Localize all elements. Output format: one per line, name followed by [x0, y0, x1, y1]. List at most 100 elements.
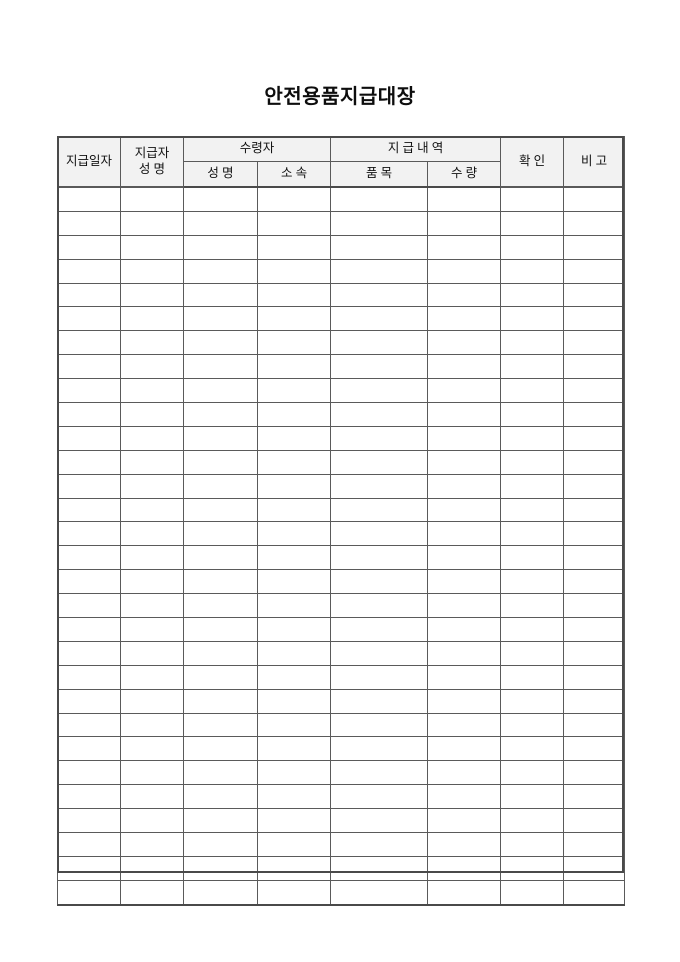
- cell-item[interactable]: [330, 497, 429, 523]
- cell-issuer-name[interactable]: [120, 736, 184, 762]
- cell-issue-date[interactable]: [57, 234, 121, 260]
- cell-remarks[interactable]: [563, 258, 626, 284]
- cell-item[interactable]: [330, 282, 429, 308]
- cell-confirmation[interactable]: [500, 330, 565, 356]
- cell-receiver-affiliation[interactable]: [256, 425, 332, 451]
- cell-issue-date[interactable]: [57, 879, 121, 906]
- cell-receiver-name[interactable]: [183, 306, 258, 332]
- cell-issue-date[interactable]: [57, 688, 121, 714]
- cell-remarks[interactable]: [563, 186, 626, 212]
- cell-receiver-name[interactable]: [183, 449, 258, 475]
- cell-item[interactable]: [330, 712, 429, 738]
- cell-quantity[interactable]: [427, 664, 502, 690]
- cell-quantity[interactable]: [427, 282, 502, 308]
- cell-item[interactable]: [330, 617, 429, 642]
- cell-remarks[interactable]: [563, 736, 626, 762]
- cell-quantity[interactable]: [427, 234, 502, 260]
- cell-confirmation[interactable]: [500, 497, 565, 523]
- cell-confirmation[interactable]: [500, 879, 565, 906]
- cell-issuer-name[interactable]: [120, 832, 184, 857]
- cell-receiver-affiliation[interactable]: [256, 664, 332, 690]
- cell-confirmation[interactable]: [500, 855, 565, 881]
- cell-confirmation[interactable]: [500, 234, 565, 260]
- cell-remarks[interactable]: [563, 449, 626, 475]
- cell-item[interactable]: [330, 879, 429, 906]
- cell-quantity[interactable]: [427, 736, 502, 762]
- cell-receiver-affiliation[interactable]: [256, 784, 332, 810]
- cell-issue-date[interactable]: [57, 473, 121, 499]
- cell-issuer-name[interactable]: [120, 640, 184, 666]
- cell-quantity[interactable]: [427, 593, 502, 619]
- cell-issue-date[interactable]: [57, 569, 121, 595]
- cell-remarks[interactable]: [563, 760, 626, 786]
- cell-receiver-name[interactable]: [183, 808, 258, 834]
- cell-issue-date[interactable]: [57, 210, 121, 236]
- cell-remarks[interactable]: [563, 282, 626, 308]
- cell-item[interactable]: [330, 569, 429, 595]
- cell-issuer-name[interactable]: [120, 186, 184, 212]
- cell-item[interactable]: [330, 593, 429, 619]
- cell-issuer-name[interactable]: [120, 330, 184, 356]
- cell-receiver-name[interactable]: [183, 282, 258, 308]
- cell-quantity[interactable]: [427, 449, 502, 475]
- cell-receiver-name[interactable]: [183, 186, 258, 212]
- cell-issuer-name[interactable]: [120, 617, 184, 642]
- cell-issuer-name[interactable]: [120, 879, 184, 906]
- cell-receiver-affiliation[interactable]: [256, 617, 332, 642]
- cell-remarks[interactable]: [563, 832, 626, 857]
- cell-receiver-name[interactable]: [183, 879, 258, 906]
- cell-quantity[interactable]: [427, 521, 502, 547]
- cell-issuer-name[interactable]: [120, 234, 184, 260]
- cell-receiver-name[interactable]: [183, 473, 258, 499]
- cell-issue-date[interactable]: [57, 593, 121, 619]
- cell-confirmation[interactable]: [500, 736, 565, 762]
- cell-issuer-name[interactable]: [120, 569, 184, 595]
- cell-issuer-name[interactable]: [120, 402, 184, 427]
- cell-receiver-affiliation[interactable]: [256, 593, 332, 619]
- cell-item[interactable]: [330, 784, 429, 810]
- cell-receiver-name[interactable]: [183, 712, 258, 738]
- cell-quantity[interactable]: [427, 688, 502, 714]
- cell-receiver-affiliation[interactable]: [256, 569, 332, 595]
- cell-issue-date[interactable]: [57, 617, 121, 642]
- cell-confirmation[interactable]: [500, 593, 565, 619]
- cell-issuer-name[interactable]: [120, 497, 184, 523]
- cell-receiver-name[interactable]: [183, 784, 258, 810]
- cell-quantity[interactable]: [427, 760, 502, 786]
- cell-quantity[interactable]: [427, 832, 502, 857]
- cell-remarks[interactable]: [563, 378, 626, 404]
- cell-item[interactable]: [330, 402, 429, 427]
- cell-confirmation[interactable]: [500, 210, 565, 236]
- cell-receiver-name[interactable]: [183, 832, 258, 857]
- cell-remarks[interactable]: [563, 425, 626, 451]
- cell-item[interactable]: [330, 449, 429, 475]
- cell-confirmation[interactable]: [500, 617, 565, 642]
- cell-issue-date[interactable]: [57, 664, 121, 690]
- cell-issue-date[interactable]: [57, 736, 121, 762]
- cell-receiver-name[interactable]: [183, 593, 258, 619]
- cell-receiver-affiliation[interactable]: [256, 808, 332, 834]
- cell-remarks[interactable]: [563, 210, 626, 236]
- cell-issuer-name[interactable]: [120, 688, 184, 714]
- cell-remarks[interactable]: [563, 593, 626, 619]
- cell-issue-date[interactable]: [57, 354, 121, 380]
- cell-issuer-name[interactable]: [120, 855, 184, 881]
- cell-quantity[interactable]: [427, 354, 502, 380]
- cell-confirmation[interactable]: [500, 808, 565, 834]
- cell-receiver-affiliation[interactable]: [256, 186, 332, 212]
- cell-item[interactable]: [330, 186, 429, 212]
- cell-receiver-name[interactable]: [183, 402, 258, 427]
- cell-issuer-name[interactable]: [120, 664, 184, 690]
- cell-item[interactable]: [330, 354, 429, 380]
- cell-issuer-name[interactable]: [120, 354, 184, 380]
- cell-item[interactable]: [330, 808, 429, 834]
- cell-confirmation[interactable]: [500, 664, 565, 690]
- cell-quantity[interactable]: [427, 330, 502, 356]
- cell-receiver-affiliation[interactable]: [256, 258, 332, 284]
- cell-confirmation[interactable]: [500, 473, 565, 499]
- cell-receiver-affiliation[interactable]: [256, 378, 332, 404]
- cell-quantity[interactable]: [427, 210, 502, 236]
- cell-confirmation[interactable]: [500, 545, 565, 571]
- cell-item[interactable]: [330, 330, 429, 356]
- cell-issue-date[interactable]: [57, 402, 121, 427]
